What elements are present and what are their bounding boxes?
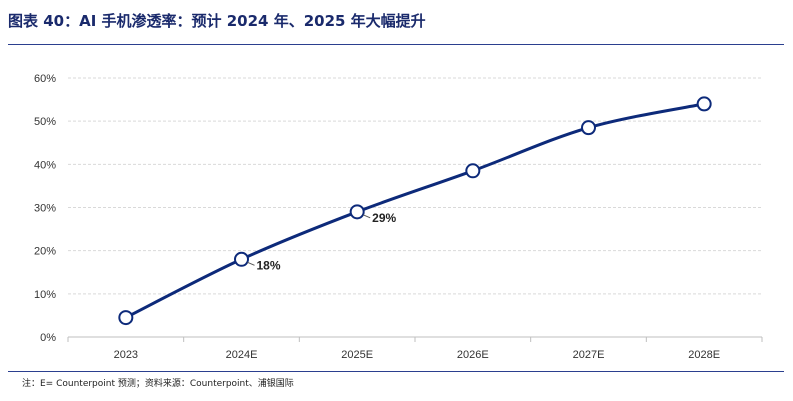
- x-tick-label: 2026E: [457, 349, 489, 361]
- footer-rule: [8, 371, 784, 372]
- title-rule: [8, 44, 784, 45]
- figure-title: 图表 40：AI 手机渗透率：预计 2024 年、2025 年大幅提升: [8, 12, 426, 30]
- data-point: [696, 96, 712, 112]
- data-point: [581, 120, 596, 136]
- data-point: [118, 310, 134, 326]
- y-tick-label: 20%: [34, 246, 56, 258]
- y-tick-label: 0%: [40, 332, 56, 344]
- gridlines: [68, 77, 762, 295]
- data-labels: 18% 29%: [247, 211, 397, 272]
- data-label-leader: [362, 214, 371, 219]
- y-tick-label: 30%: [34, 203, 56, 215]
- data-point: [234, 251, 249, 267]
- data-point: [465, 163, 481, 179]
- series-line: [125, 102, 705, 319]
- y-tick-label: 60%: [34, 73, 56, 85]
- x-tick-label: 2024E: [226, 349, 258, 361]
- data-label-leader: [247, 261, 255, 266]
- x-axis-ticks: 2023 2024E 2025E 2026E 2027E 2028E: [67, 337, 763, 361]
- x-tick-label: 2025E: [341, 349, 373, 361]
- x-tick-label: 2028E: [688, 349, 720, 361]
- y-axis-ticks: 0% 10% 20% 30% 40% 50% 60%: [34, 73, 56, 344]
- y-tick-label: 50%: [34, 116, 56, 128]
- y-tick-label: 40%: [34, 159, 56, 171]
- x-tick-label: 2023: [114, 349, 138, 361]
- data-point: [349, 204, 365, 220]
- footnote: 注：E= Counterpoint 预测；资料来源：Counterpoint、浦…: [22, 379, 294, 389]
- data-points: [118, 96, 712, 326]
- data-label: 29%: [372, 211, 396, 225]
- data-label: 18%: [257, 258, 281, 272]
- y-tick-label: 10%: [34, 289, 56, 301]
- x-tick-label: 2027E: [573, 349, 605, 361]
